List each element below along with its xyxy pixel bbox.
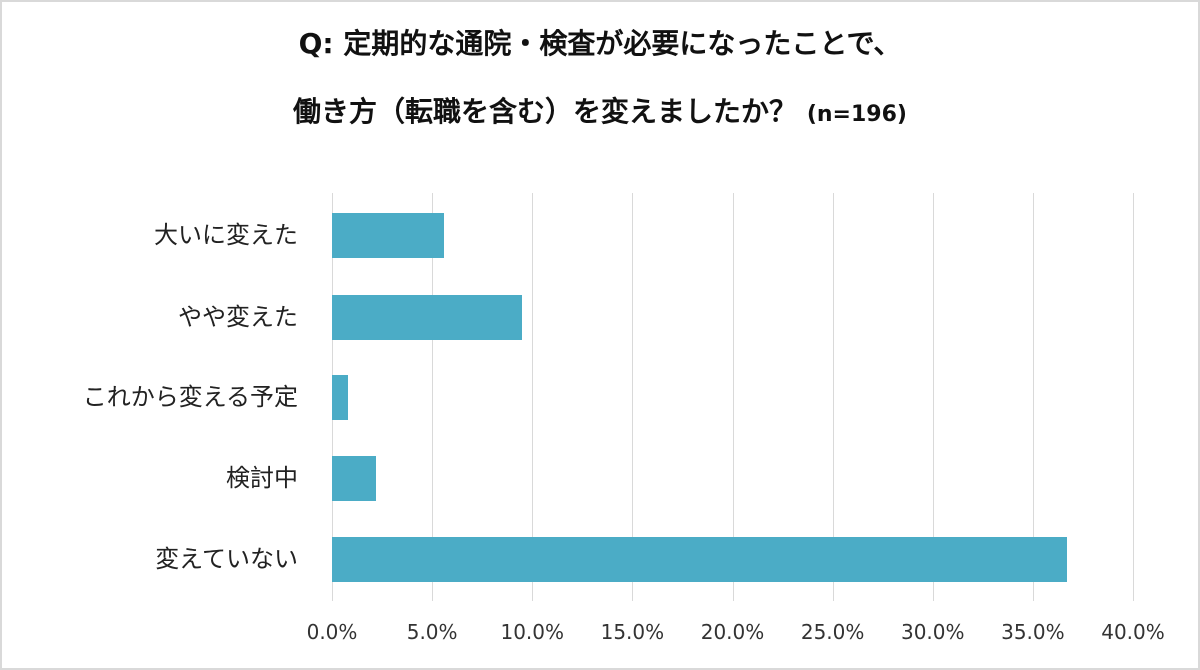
x-tick-label: 15.0% (600, 620, 665, 644)
x-tick-label: 0.0% (306, 620, 358, 644)
category-label: これから変える予定 (82, 383, 298, 411)
plot-area (332, 193, 1134, 601)
chart-title-line1: Q: 定期的な通院・検査が必要になったことで、 (298, 27, 902, 60)
gridline (532, 193, 534, 601)
bar (332, 295, 523, 340)
gridline (732, 193, 734, 601)
category-label: 検討中 (226, 464, 298, 492)
bar (332, 537, 1067, 582)
bar (332, 456, 377, 501)
category-label: 変えていない (155, 545, 298, 573)
x-tick-label: 30.0% (900, 620, 965, 644)
bar (332, 213, 445, 258)
x-tick-label: 20.0% (700, 620, 765, 644)
category-label: 大いに変えた (154, 221, 298, 249)
chart-title-question: 働き方（転職を含む）を変えましたか？ (293, 95, 798, 128)
gridline (1133, 193, 1134, 601)
chart-title-line2: 働き方（転職を含む）を変えましたか？ (n=196) (0, 90, 1200, 130)
x-tick-label: 35.0% (1001, 620, 1065, 644)
category-label: やや変えた (178, 303, 298, 331)
x-tick-label: 10.0% (500, 620, 565, 644)
gridline (832, 193, 834, 601)
x-tick-label: 5.0% (406, 620, 458, 644)
gridline (432, 193, 434, 601)
x-tick-label: 25.0% (800, 620, 865, 644)
gridline (632, 193, 634, 601)
gridline (932, 193, 934, 601)
bar (332, 375, 349, 420)
gridline (1032, 193, 1034, 601)
x-tick-label: 40.0% (1101, 620, 1165, 644)
sample-size-label: (n=196) (806, 102, 907, 127)
